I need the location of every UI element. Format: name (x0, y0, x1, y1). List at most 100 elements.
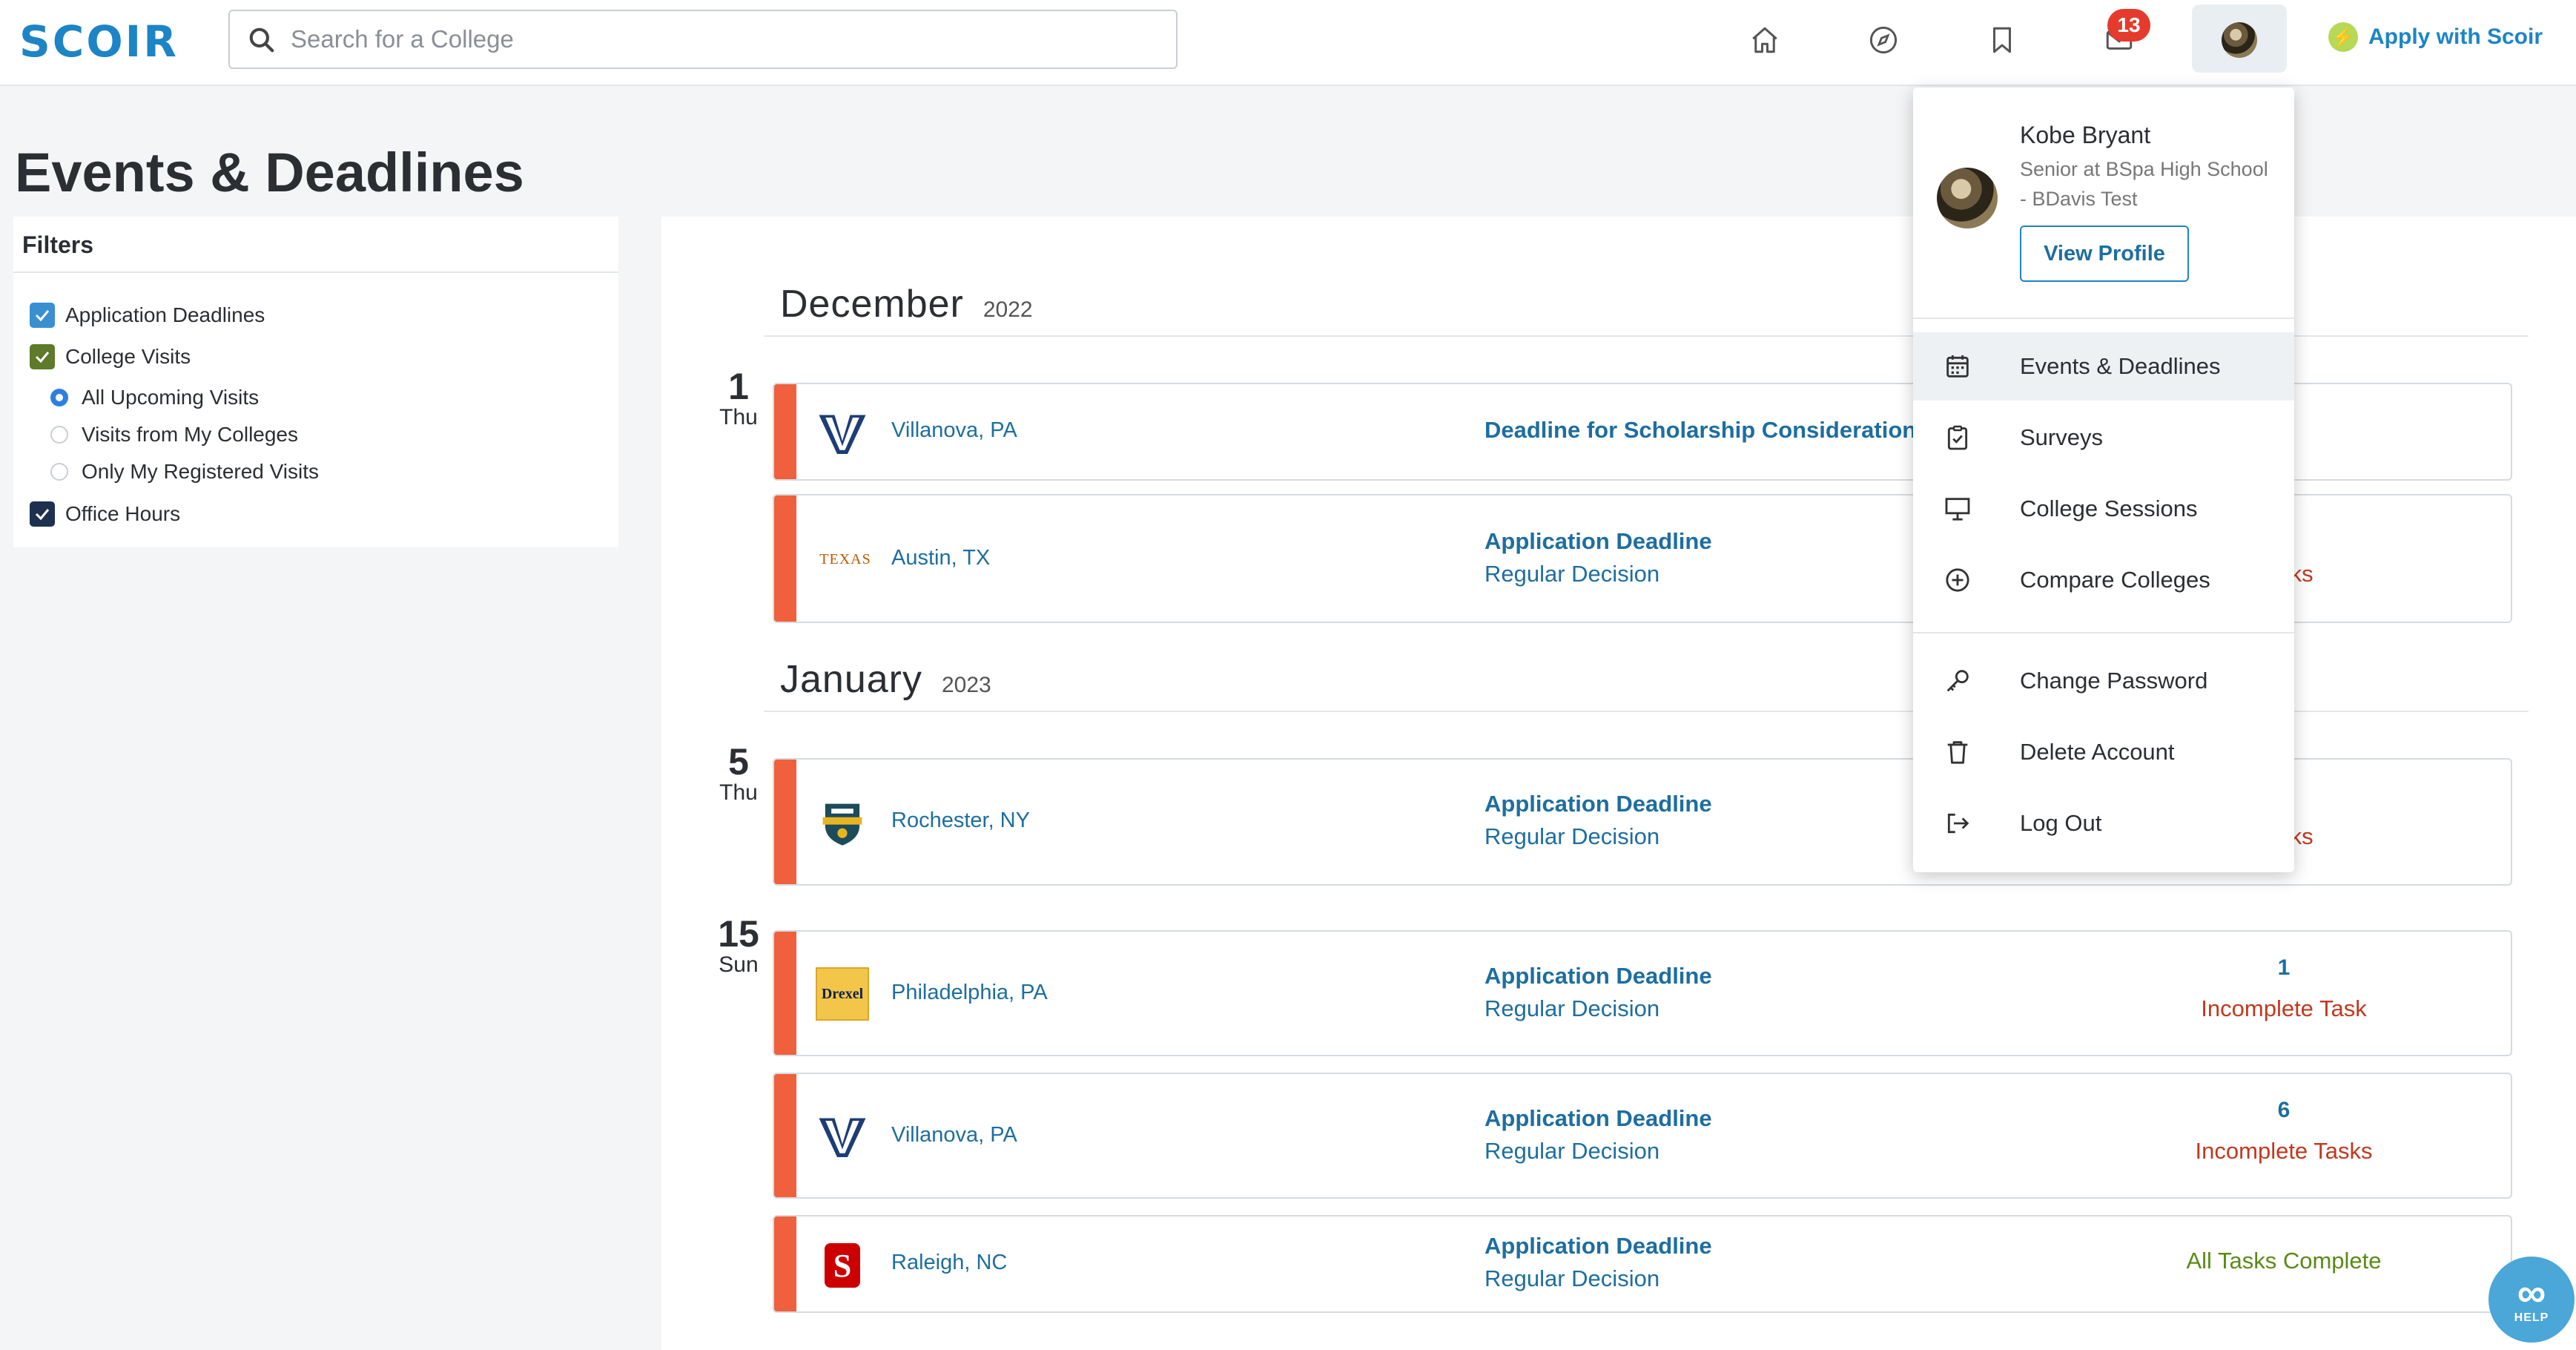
event-title[interactable]: Deadline for Scholarship Consideration (1484, 417, 1917, 443)
event-subtitle: Regular Decision (1484, 561, 1660, 587)
filter-college-visits[interactable]: College Visits (30, 344, 191, 369)
divider (764, 335, 2529, 337)
deadline-indicator (774, 932, 796, 1055)
checkbox-checked[interactable] (30, 344, 55, 369)
search-icon (249, 27, 274, 53)
divider (13, 271, 618, 273)
deadline-indicator (774, 384, 796, 479)
key-icon (1946, 670, 1969, 692)
menu-item-change-password[interactable]: Change Password (1913, 647, 2294, 715)
villanova-logo (816, 406, 869, 460)
drexel-logo: Drexel (816, 967, 869, 1021)
menu-item-label: Log Out (2020, 810, 2102, 836)
search-input[interactable] (291, 19, 1151, 60)
divider (1913, 317, 2294, 319)
event-card[interactable]: Villanova, PA Application Deadline Regul… (773, 1073, 2512, 1199)
rochester-logo (816, 797, 869, 850)
menu-item-label: Delete Account (2020, 739, 2175, 765)
radio-unselected[interactable] (50, 463, 68, 481)
home-icon[interactable] (1744, 19, 1786, 61)
menu-item-events-deadlines[interactable]: Events & Deadlines (1913, 332, 2294, 401)
menu-item-surveys[interactable]: Surveys (1913, 404, 2294, 472)
menu-item-delete-account[interactable]: Delete Account (1913, 718, 2294, 786)
filter-label: College Visits (65, 345, 191, 368)
event-subtitle: Regular Decision (1484, 995, 1660, 1021)
compass-icon[interactable] (1863, 19, 1904, 61)
page-title: Events & Deadlines (15, 142, 524, 203)
logout-icon (1947, 813, 1969, 834)
apply-label: Apply with Scoir (2368, 24, 2543, 49)
help-button[interactable]: ∞ HELP (2489, 1257, 2575, 1343)
event-card[interactable]: Drexel Philadelphia, PA Application Dead… (773, 930, 2512, 1056)
filter-label: All Upcoming Visits (82, 386, 260, 409)
filter-label: Only My Registered Visits (82, 460, 320, 483)
day-name: Thu (719, 405, 758, 429)
texas-logo: TEXAS (816, 533, 875, 586)
profile-name: Kobe Bryant (2020, 122, 2151, 148)
help-label: HELP (2514, 1311, 2549, 1324)
task-status[interactable]: All Tasks Complete (2186, 1248, 2382, 1274)
event-location: Philadelphia, PA (891, 981, 1048, 1004)
deadline-indicator (774, 760, 796, 884)
filter-only-my-registered-visits[interactable]: Only My Registered Visits (50, 460, 319, 484)
presentation-icon (1945, 498, 1970, 521)
menu-item-label: College Sessions (2020, 495, 2198, 521)
notification-badge: 13 (2107, 9, 2150, 42)
event-subtitle: Regular Decision (1484, 1138, 1660, 1164)
event-title[interactable]: Application Deadline (1484, 1105, 1712, 1131)
profile-dropdown-menu: Kobe Bryant Senior at BSpa High School -… (1913, 88, 2294, 872)
event-card[interactable]: S Raleigh, NC Application Deadline Regul… (773, 1215, 2512, 1313)
radio-unselected[interactable] (50, 426, 68, 444)
divider (764, 711, 2529, 712)
profile-menu-button[interactable] (2192, 4, 2287, 73)
event-title[interactable]: Application Deadline (1484, 1233, 1712, 1259)
event-title[interactable]: Application Deadline (1484, 528, 1712, 554)
checkbox-checked[interactable] (30, 303, 55, 328)
event-title[interactable]: Application Deadline (1484, 963, 1712, 989)
avatar (1937, 168, 1998, 228)
bookmark-icon[interactable] (1981, 19, 2023, 61)
ncstate-mark: S (825, 1243, 860, 1288)
event-location: Raleigh, NC (891, 1251, 1008, 1274)
day-number: 15 (718, 913, 759, 955)
menu-item-log-out[interactable]: Log Out (1913, 789, 2294, 857)
filters-panel: Filters Application Deadlines College Vi… (13, 217, 618, 547)
radio-selected[interactable] (50, 389, 68, 406)
view-profile-button[interactable]: View Profile (2020, 225, 2189, 282)
filter-application-deadlines[interactable]: Application Deadlines (30, 303, 265, 328)
apply-with-scoir-link[interactable]: ⚡ Apply with Scoir (2328, 22, 2543, 52)
checkbox-checked[interactable] (30, 501, 55, 527)
divider (1913, 632, 2294, 633)
ncstate-logo: S (816, 1239, 869, 1292)
villanova-logo (816, 1110, 869, 1163)
day-name: Thu (719, 780, 758, 805)
college-search[interactable] (228, 10, 1178, 69)
trash-icon (1947, 741, 1968, 764)
deadline-indicator (774, 1074, 796, 1197)
month-header: January 2023 (780, 657, 991, 702)
deadline-indicator (774, 1216, 796, 1311)
filter-office-hours[interactable]: Office Hours (30, 501, 180, 527)
menu-item-compare-colleges[interactable]: Compare Colleges (1913, 546, 2294, 614)
filter-visits-from-my-colleges[interactable]: Visits from My Colleges (50, 423, 298, 447)
event-location: Villanova, PA (891, 1123, 1017, 1147)
month-year: 2022 (982, 297, 1033, 322)
event-subtitle: Regular Decision (1484, 1265, 1660, 1291)
lightning-icon: ⚡ (2328, 22, 2358, 52)
month-header: December 2022 (780, 282, 1033, 326)
filter-label: Application Deadlines (65, 303, 265, 326)
filter-all-upcoming-visits[interactable]: All Upcoming Visits (50, 386, 259, 409)
menu-item-college-sessions[interactable]: College Sessions (1913, 475, 2294, 543)
month-name: December (780, 283, 964, 326)
scoir-logo[interactable]: SCOIR (19, 16, 179, 67)
task-status[interactable]: Incomplete Task (2201, 995, 2367, 1021)
event-location: Rochester, NY (891, 809, 1030, 832)
task-status[interactable]: Incomplete Tasks (2195, 1138, 2373, 1164)
event-subtitle: Regular Decision (1484, 823, 1660, 849)
calendar-icon (1946, 355, 1969, 378)
task-count: 1 (2277, 955, 2291, 980)
deadline-indicator (774, 495, 796, 622)
menu-item-label: Compare Colleges (2020, 567, 2210, 593)
event-title[interactable]: Application Deadline (1484, 791, 1712, 817)
top-nav-bar: SCOIR 13 ⚡ Apply with Scoir (0, 0, 2576, 86)
